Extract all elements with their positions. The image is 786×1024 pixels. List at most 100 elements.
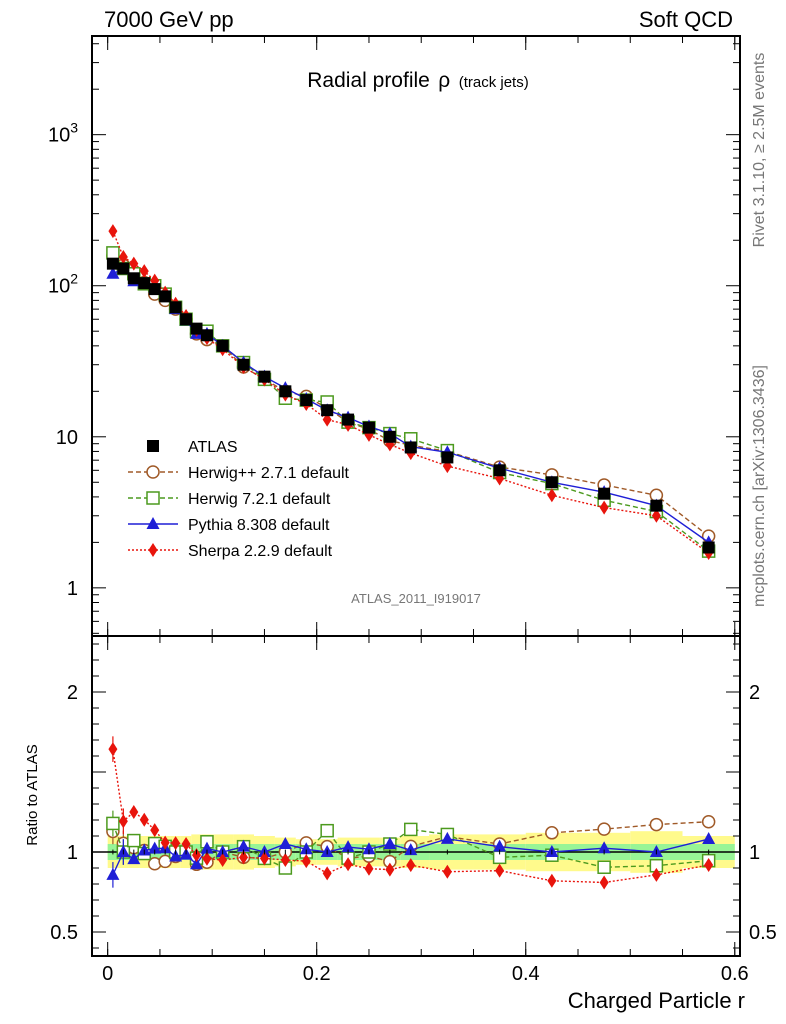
data-point-sherpa xyxy=(118,249,128,264)
data-point-sherpa xyxy=(651,508,661,523)
legend-entry-pythia: Pythia 8.308 default xyxy=(128,517,330,534)
legend-marker xyxy=(146,517,160,529)
data-point-atlas xyxy=(321,404,334,417)
ratio-tick-label-right: 0.5 xyxy=(749,922,777,944)
legend-marker xyxy=(146,465,160,479)
y-tick-label: 103 xyxy=(48,120,78,147)
legend-entry-herwig7: Herwig 7.2.1 default xyxy=(128,491,331,508)
ratio-point-pythia xyxy=(341,840,355,853)
data-point-atlas xyxy=(383,430,396,443)
ratio-point-herwigpp xyxy=(545,826,559,840)
y-tick-label: 102 xyxy=(48,271,78,298)
data-point-sherpa xyxy=(139,264,149,279)
data-point-atlas xyxy=(279,385,292,398)
data-point-atlas xyxy=(598,487,611,500)
x-tick-label: 0.2 xyxy=(303,963,331,985)
data-point-atlas xyxy=(493,464,506,477)
ratio-point-sherpa xyxy=(108,742,118,757)
ratio-point-herwig7 xyxy=(320,823,334,838)
data-point-atlas xyxy=(650,499,663,512)
data-point-atlas xyxy=(190,322,203,335)
ratio-point-pythia xyxy=(299,842,313,855)
ratio-point-pythia xyxy=(137,843,151,856)
ratio-tick-label: 0.5 xyxy=(50,922,78,944)
data-point-atlas xyxy=(148,283,161,296)
plot-frames xyxy=(91,35,741,957)
data-point-atlas xyxy=(545,476,558,489)
data-point-atlas xyxy=(106,257,119,270)
x-tick-label: 0 xyxy=(102,963,113,985)
data-point-atlas xyxy=(169,301,182,314)
ratio-tick-label: 2 xyxy=(67,682,78,704)
ratio-point-pythia xyxy=(404,843,418,856)
data-point-sherpa xyxy=(599,500,609,515)
data-point-sherpa xyxy=(547,488,557,503)
ratio-point-herwig7 xyxy=(106,816,120,831)
ratio-point-sherpa xyxy=(171,836,181,851)
legend-label: Herwig 7.2.1 default xyxy=(188,491,331,508)
analysis-watermark: ATLAS_2011_I919017 xyxy=(351,591,481,606)
ratio-point-pythia xyxy=(200,841,214,854)
ratio-point-sherpa xyxy=(118,814,128,829)
data-point-atlas xyxy=(117,262,130,275)
x-axis-label: Charged Particle r xyxy=(568,988,745,1013)
x-tick-label: 0.6 xyxy=(721,963,749,985)
ratio-point-sherpa xyxy=(280,853,290,867)
data-point-sherpa xyxy=(108,224,118,239)
ratio-point-sherpa xyxy=(495,863,505,878)
plot-title: Radial profile ρ (track jets) xyxy=(307,69,528,92)
data-point-atlas xyxy=(180,313,193,326)
ratio-point-pythia xyxy=(597,841,611,854)
data-point-atlas xyxy=(342,413,355,426)
ratio-point-sherpa xyxy=(442,864,452,879)
ratio-point-sherpa xyxy=(150,823,160,838)
ratio-tick-label: 1 xyxy=(67,842,78,864)
ratio-point-pythia xyxy=(169,849,183,862)
title-sub: (track jets) xyxy=(459,74,529,91)
axis-ticks xyxy=(92,36,740,956)
data-point-atlas xyxy=(159,290,172,303)
series-pythia xyxy=(106,261,716,888)
ratio-point-sherpa xyxy=(202,851,212,866)
ratio-point-pythia xyxy=(362,842,376,855)
ratio-point-sherpa xyxy=(139,812,149,827)
legend-label: Pythia 8.308 default xyxy=(188,517,330,534)
ratio-point-sherpa xyxy=(239,850,249,865)
data-point-atlas xyxy=(404,441,417,454)
header-right: Soft QCD xyxy=(639,7,733,32)
ratio-point-sherpa xyxy=(192,848,202,863)
ratio-point-sherpa xyxy=(129,805,139,819)
series-herwigpp xyxy=(106,248,716,872)
ratio-frame xyxy=(91,635,741,957)
legend-label: Sherpa 2.2.9 default xyxy=(188,543,333,560)
ratio-tick-label-right: 1 xyxy=(749,842,760,864)
ratio-point-sherpa xyxy=(259,851,269,866)
y-tick-exponent: 3 xyxy=(70,120,78,136)
ratio-line-herwig7 xyxy=(112,823,709,869)
ratio-point-sherpa xyxy=(406,858,416,873)
legend: ATLAS Herwig++ 2.7.1 default Herwig 7.2.1 … xyxy=(128,439,350,560)
y-tick-base: 10 xyxy=(56,427,78,449)
legend-marker xyxy=(147,440,159,452)
y-tick-exponent: 2 xyxy=(70,271,78,287)
data-point-atlas xyxy=(258,370,271,383)
rivet-label: Rivet 3.1.10, ≥ 2.5M events xyxy=(751,53,768,248)
data-point-pythia xyxy=(106,266,120,279)
ratio-point-pythia xyxy=(190,857,204,870)
legend-marker xyxy=(146,491,160,505)
ratio-point-sherpa xyxy=(181,837,191,851)
legend-entry-sherpa: Sherpa 2.2.9 default xyxy=(128,543,333,560)
mcplots-label: mcplots.cern.ch [arXiv:1306.3436] xyxy=(751,365,768,607)
y-tick-base: 10 xyxy=(48,276,70,298)
ratio-point-sherpa xyxy=(364,861,374,876)
y-tick-base: 10 xyxy=(48,125,70,147)
legend-label: ATLAS xyxy=(188,439,238,456)
series-atlas xyxy=(106,257,715,855)
ratio-point-pythia xyxy=(106,867,120,880)
data-point-atlas xyxy=(237,358,250,371)
data-point-atlas xyxy=(216,339,229,352)
ratio-point-pythia xyxy=(278,837,292,849)
ratio-point-sherpa xyxy=(301,854,311,869)
